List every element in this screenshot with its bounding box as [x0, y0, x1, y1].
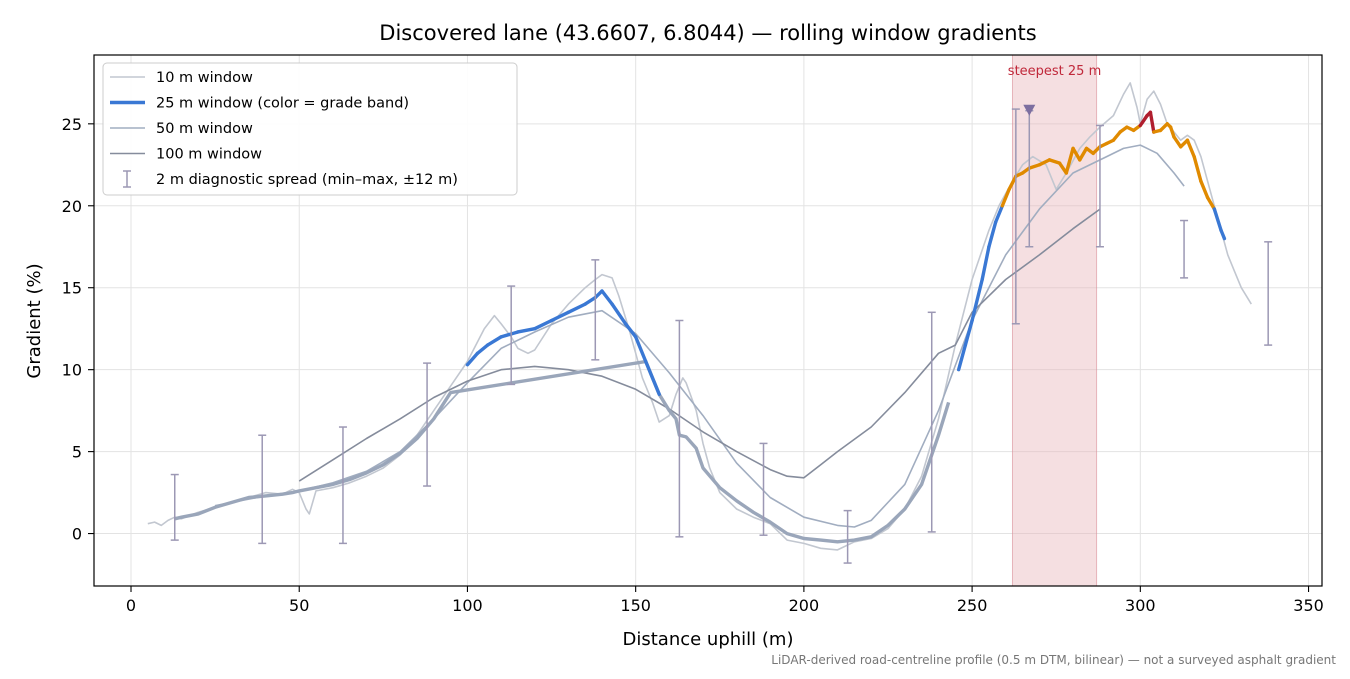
y-tick-label: 20 — [62, 197, 82, 216]
series-25m-segment — [1199, 179, 1210, 200]
series-25m-segment — [1111, 130, 1122, 142]
series-25m-segment — [1064, 146, 1075, 175]
steepest-band — [1011, 54, 1098, 587]
y-tick-label: 5 — [72, 443, 82, 462]
series-25m-segment — [485, 335, 503, 347]
series-25m-flat-line — [174, 359, 951, 544]
series-25m-segment — [1192, 154, 1203, 183]
series-25m-segment — [610, 302, 628, 326]
series-25m-segment — [549, 310, 571, 323]
x-tick-label: 250 — [957, 596, 988, 615]
series-25m-segment — [600, 289, 614, 306]
series-25m-segment — [1047, 158, 1062, 165]
series-25m-segment — [980, 245, 991, 282]
y-tick-label: 10 — [62, 361, 82, 380]
highlight-band: steepest 25 m — [1008, 54, 1101, 587]
series-25m-segment — [566, 302, 587, 315]
series-25m-segment — [1007, 174, 1018, 192]
series-25m-segment — [633, 335, 648, 364]
series-25m-segment — [1219, 228, 1227, 241]
y-tick-label: 15 — [62, 279, 82, 298]
legend-label: 100 m window — [156, 147, 262, 163]
series-25m-segment — [1172, 135, 1183, 149]
series-25m-segment — [1071, 146, 1082, 162]
series-25m-segment — [1078, 146, 1089, 162]
series-25m-segment — [1168, 125, 1176, 139]
x-tick-label: 200 — [789, 596, 820, 615]
series-100m-line — [298, 208, 1101, 482]
series-25m-segment — [963, 318, 974, 347]
x-tick-label: 0 — [126, 596, 136, 615]
series-25m-segment — [1027, 163, 1042, 170]
series-25m-segment — [583, 295, 597, 306]
series-25m-segment — [1205, 195, 1217, 211]
x-axis-label: Distance uphill (m) — [623, 629, 794, 650]
legend-label: 10 m window — [156, 70, 253, 86]
legend-label: 50 m window — [156, 121, 253, 137]
legend-box — [102, 62, 518, 196]
legend-label: 25 m window (color = grade band) — [156, 96, 409, 112]
legend: 10 m window 25 m window (color = grade ba… — [102, 62, 518, 196]
series-25m-segment — [465, 351, 480, 367]
x-tick-label: 50 — [289, 596, 309, 615]
series-25m-segment — [644, 359, 661, 396]
x-tick-label: 300 — [1125, 596, 1156, 615]
steepest-marker — [1023, 104, 1036, 116]
series-25m-segment — [956, 343, 968, 372]
axes-frame — [93, 54, 1323, 587]
series-25m-segment — [970, 277, 984, 323]
x-tick-label: 150 — [620, 596, 651, 615]
chart-title: Discovered lane (43.6607, 6.8044) — roll… — [379, 21, 1036, 45]
y-tick-label: 0 — [72, 525, 82, 544]
series-50m-line — [214, 144, 1185, 528]
series-25m-segment — [516, 326, 537, 334]
steepest-marker-triangle — [1023, 104, 1036, 116]
series-25m-segment — [987, 220, 998, 249]
axis-ticks: 0 50 100 150 200 250 300 350 0 5 10 15 20 25 — [62, 115, 1324, 615]
y-tick-label: 25 — [62, 115, 82, 134]
series-25m-segment — [1148, 110, 1156, 134]
series-25m-segment — [623, 322, 638, 339]
legend-label: 2 m diagnostic spread (min–max, ±12 m) — [156, 172, 458, 188]
x-tick-label: 100 — [452, 596, 483, 615]
errorbars — [170, 108, 1273, 564]
series-25m-segment — [499, 330, 520, 339]
series-25m-segment — [1037, 158, 1052, 167]
series-25m-segment — [533, 318, 554, 331]
series-lines — [147, 82, 1252, 551]
series-25m-segment — [1000, 187, 1011, 208]
series-25m-segment — [1212, 207, 1223, 233]
footnote: LiDAR-derived road-centreline profile (0… — [771, 653, 1336, 667]
series-25m-segment — [1185, 138, 1196, 159]
series-25m-segment — [1138, 113, 1149, 128]
series-10m-line — [147, 82, 1252, 551]
steepest-band-label: steepest 25 m — [1008, 64, 1101, 79]
series-25m-segment — [993, 204, 1005, 224]
y-axis-label: Gradient (%) — [24, 263, 45, 378]
series-25m-segment — [475, 343, 490, 355]
x-tick-label: 350 — [1293, 596, 1324, 615]
